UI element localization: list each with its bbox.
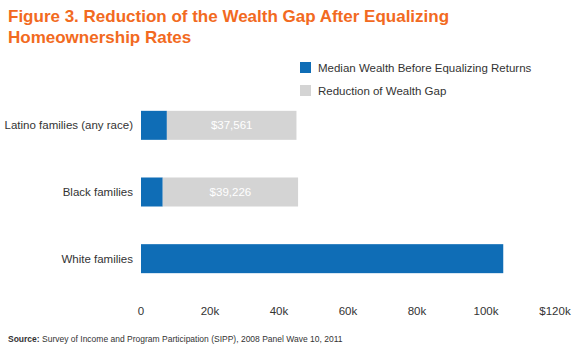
legend-swatch [300, 62, 311, 73]
bars [141, 111, 503, 273]
source-lead: Source: [8, 334, 40, 344]
bar [141, 244, 503, 273]
title: Figure 3. Reduction of the Wealth Gap Af… [8, 6, 478, 48]
category-label: Latino families (any race) [5, 119, 134, 131]
tick-label: $120k [539, 305, 571, 317]
tick-label: 0 [138, 305, 144, 317]
tick-label: 40k [270, 305, 289, 317]
tick-label: 80k [408, 305, 427, 317]
legend: Median Wealth Before Equalizing Returns R… [300, 62, 532, 97]
tick-label: 60k [339, 305, 358, 317]
source: Source: Survey of Income and Program Par… [8, 334, 343, 344]
chart: $37,561 $39,226 Latino families (any race)… [0, 0, 585, 361]
legend-label: Reduction of Wealth Gap [318, 85, 446, 97]
data-label: $37,561 [211, 119, 253, 131]
legend-label: Median Wealth Before Equalizing Returns [318, 62, 532, 74]
bar [167, 111, 297, 140]
bar [141, 178, 163, 207]
tick-label: 100k [474, 305, 499, 317]
bar [141, 111, 167, 140]
legend-swatch [300, 85, 311, 96]
data-label: $39,226 [210, 186, 252, 198]
category-label: Black families [63, 186, 134, 198]
category-label: White families [61, 253, 133, 265]
bar [163, 178, 298, 207]
data-labels: $37,561 $39,226 [210, 119, 253, 198]
tick-label: 20k [201, 305, 220, 317]
